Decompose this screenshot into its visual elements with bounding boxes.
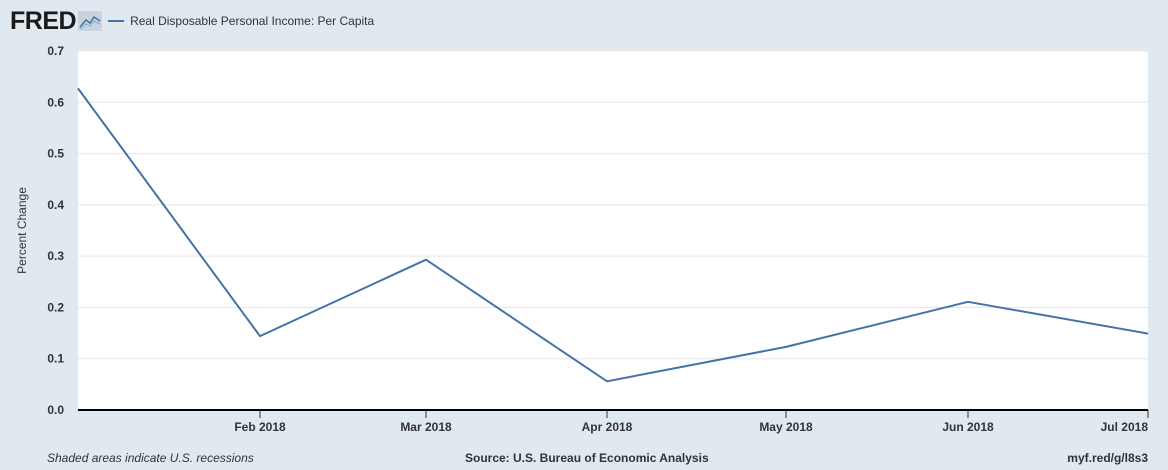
x-tick-label: Jul 2018 [1101,420,1149,434]
chart-header: FRED Real Disposable Personal Income: Pe… [10,6,374,36]
recession-note: Shaded areas indicate U.S. recessions [47,451,254,465]
short-link[interactable]: myf.red/g/l8s3 [1067,451,1148,465]
y-tick-label: 0.6 [47,95,64,109]
gridlines [78,50,1148,360]
legend: Real Disposable Personal Income: Per Cap… [108,14,374,28]
y-axis-label: Percent Change [15,187,29,274]
fred-logo-text: FRED [10,6,77,35]
fred-graph-icon [78,11,103,31]
y-tick-label: 0.7 [47,44,64,58]
x-tick-label: Feb 2018 [234,420,286,434]
y-tick-label: 0.5 [47,147,64,161]
series-group [77,87,1149,383]
plot-area [78,51,1148,410]
fred-logo[interactable]: FRED [10,6,103,36]
x-tick-label: Mar 2018 [400,420,452,434]
y-tick-label: 0.2 [47,300,64,314]
y-tick-label: 0.1 [47,352,64,366]
source-text: Source: U.S. Bureau of Economic Analysis [465,451,709,465]
legend-swatch [108,20,125,22]
y-tick-label: 0.4 [47,198,64,212]
series-line [77,87,1149,383]
x-axis-ticks: Feb 2018 Mar 2018 Apr 2018 May 2018 Jun 2018… [234,410,1149,434]
y-axis-ticks: 0.0 0.1 0.2 0.3 0.4 0.5 0.6 0.7 [47,44,64,417]
legend-label: Real Disposable Personal Income: Per Cap… [130,14,375,28]
y-tick-label: 0.3 [47,249,64,263]
x-tick-label: Jun 2018 [942,420,994,434]
y-tick-label: 0.0 [47,403,64,417]
x-tick-label: May 2018 [759,420,813,434]
x-tick-label: Apr 2018 [582,420,633,434]
